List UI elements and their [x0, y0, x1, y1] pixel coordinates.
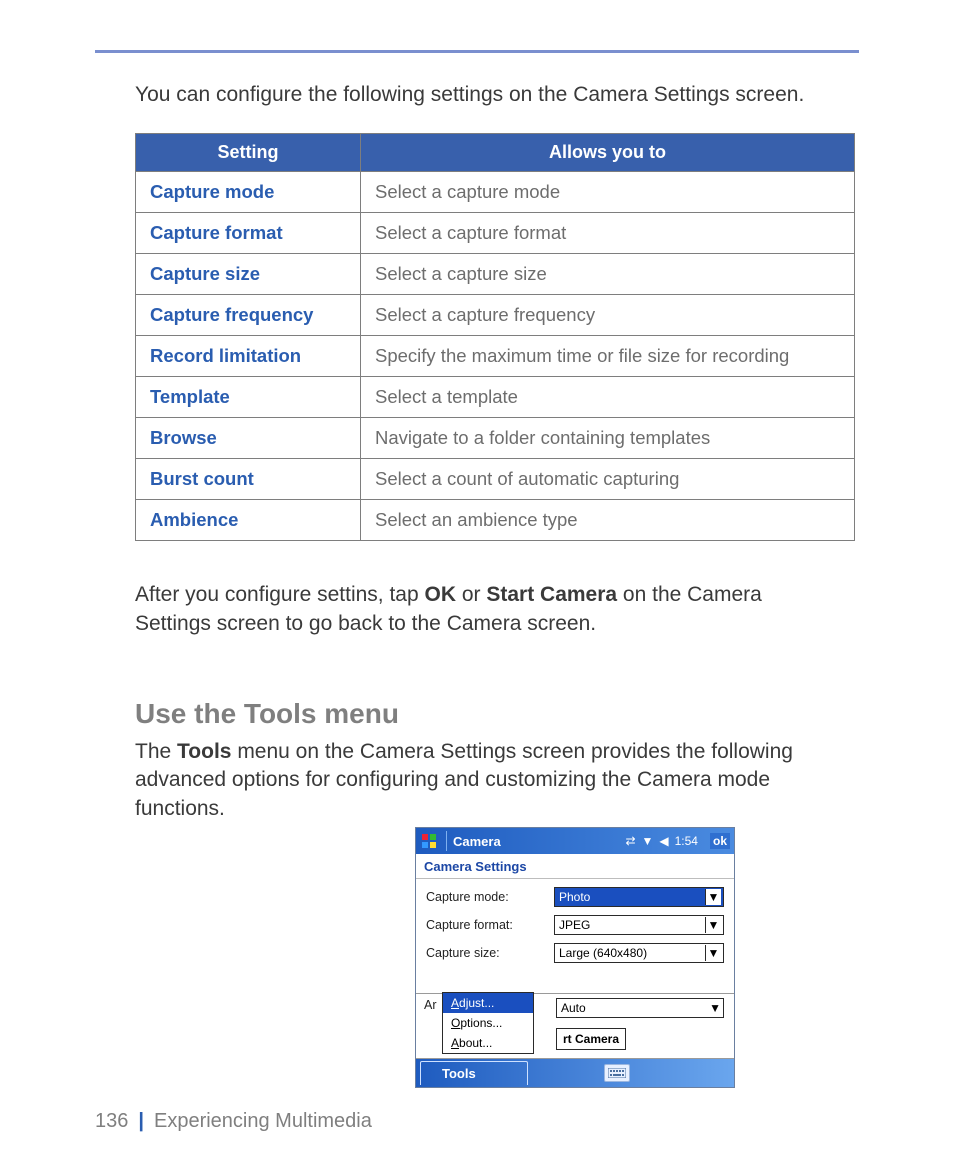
label-capture-size: Capture size:: [426, 946, 554, 960]
tools-menu[interactable]: Tools: [424, 1066, 494, 1081]
after-t2: or: [456, 583, 486, 606]
table-row: Capture modeSelect a capture mode: [136, 172, 855, 213]
value-capture-mode: Photo: [559, 890, 590, 904]
after-startcam: Start Camera: [486, 583, 617, 606]
section-heading: Use the Tools menu: [135, 698, 819, 730]
value-capture-format: JPEG: [559, 918, 590, 932]
table-row: BrowseNavigate to a folder containing te…: [136, 418, 855, 459]
sync-icon: ⇄: [625, 834, 635, 848]
tools-popup-menu: Adjust... Options... About...: [442, 992, 534, 1054]
combo-ambience[interactable]: Auto ▼: [556, 998, 724, 1018]
row-capture-size: Capture size: Large (640x480) ▼: [426, 943, 724, 963]
label-capture-mode: Capture mode:: [426, 890, 554, 904]
page-footer: 136 | Experiencing Multimedia: [95, 1110, 372, 1133]
setting-desc: Select a capture format: [361, 213, 855, 254]
tools-t2: menu on the Camera Settings screen provi…: [135, 740, 793, 820]
table-row: TemplateSelect a template: [136, 377, 855, 418]
ok-button[interactable]: ok: [710, 833, 730, 849]
setting-name: Capture format: [136, 213, 361, 254]
intro-paragraph: You can configure the following settings…: [135, 81, 819, 109]
titlebar-divider: [446, 831, 447, 851]
settings-table: Setting Allows you to Capture modeSelect…: [135, 133, 855, 541]
setting-name: Burst count: [136, 459, 361, 500]
combo-capture-size[interactable]: Large (640x480) ▼: [554, 943, 724, 963]
clock-text: 1:54: [675, 834, 698, 848]
value-capture-size: Large (640x480): [559, 946, 647, 960]
setting-desc: Select a template: [361, 377, 855, 418]
setting-desc: Select a capture frequency: [361, 295, 855, 336]
start-icon[interactable]: [420, 832, 438, 850]
after-t1: After you configure settins, tap: [135, 583, 425, 606]
value-ambience: Auto: [561, 1001, 586, 1015]
chevron-down-icon[interactable]: ▼: [705, 945, 721, 961]
setting-desc: Navigate to a folder containing template…: [361, 418, 855, 459]
combo-capture-format[interactable]: JPEG ▼: [554, 915, 724, 935]
tools-paragraph: The Tools menu on the Camera Settings sc…: [135, 738, 819, 823]
row-capture-format: Capture format: JPEG ▼: [426, 915, 724, 935]
label-capture-format: Capture format:: [426, 918, 554, 932]
row-capture-mode: Capture mode: Photo ▼: [426, 887, 724, 907]
subheader: Camera Settings: [416, 854, 734, 879]
device-screenshot: Camera ⇄ ▼ ◀ 1:54 ok Camera Settings Cap…: [415, 827, 735, 1088]
setting-name: Capture mode: [136, 172, 361, 213]
setting-desc: Select an ambience type: [361, 500, 855, 541]
table-row: Capture frequencySelect a capture freque…: [136, 295, 855, 336]
chevron-down-icon[interactable]: ▼: [705, 889, 721, 905]
signal-icon: ▼: [642, 834, 654, 848]
table-row: Burst countSelect a count of automatic c…: [136, 459, 855, 500]
menu-adjust[interactable]: Adjust...: [443, 993, 533, 1013]
chevron-down-icon[interactable]: ▼: [709, 1001, 721, 1015]
setting-name: Template: [136, 377, 361, 418]
table-row: Record limitationSpecify the maximum tim…: [136, 336, 855, 377]
setting-name: Ambience: [136, 500, 361, 541]
tools-t1: The: [135, 740, 177, 763]
setting-name: Record limitation: [136, 336, 361, 377]
menubar: Tools: [416, 1059, 734, 1087]
top-rule: [95, 50, 859, 53]
setting-desc: Specify the maximum time or file size fo…: [361, 336, 855, 377]
setting-desc: Select a capture size: [361, 254, 855, 295]
col-allows: Allows you to: [361, 134, 855, 172]
col-setting: Setting: [136, 134, 361, 172]
ambience-label-fragment: Ar: [424, 998, 442, 1012]
table-row: AmbienceSelect an ambience type: [136, 500, 855, 541]
speaker-icon: ◀: [659, 834, 668, 848]
chevron-down-icon[interactable]: ▼: [705, 917, 721, 933]
table-row: Capture sizeSelect a capture size: [136, 254, 855, 295]
setting-desc: Select a count of automatic capturing: [361, 459, 855, 500]
menu-options[interactable]: Options...: [443, 1013, 533, 1033]
start-camera-button-fragment[interactable]: rt Camera: [556, 1028, 626, 1050]
setting-name: Capture size: [136, 254, 361, 295]
setting-name: Browse: [136, 418, 361, 459]
footer-separator: |: [138, 1110, 144, 1133]
combo-capture-mode[interactable]: Photo ▼: [554, 887, 724, 907]
keyboard-icon[interactable]: [604, 1064, 630, 1082]
chapter-name: Experiencing Multimedia: [154, 1110, 372, 1133]
after-ok: OK: [425, 583, 457, 606]
after-paragraph: After you configure settins, tap OK or S…: [135, 581, 819, 638]
setting-desc: Select a capture mode: [361, 172, 855, 213]
page-number: 136: [95, 1110, 128, 1133]
menu-about[interactable]: About...: [443, 1033, 533, 1053]
lower-band: Ar Adjust... Options... About... Auto ▼ …: [416, 993, 734, 1059]
app-title: Camera: [451, 834, 625, 849]
status-icons: ⇄ ▼ ◀ 1:54 ok: [625, 833, 730, 849]
setting-name: Capture frequency: [136, 295, 361, 336]
table-row: Capture formatSelect a capture format: [136, 213, 855, 254]
tools-bold: Tools: [177, 740, 231, 763]
titlebar: Camera ⇄ ▼ ◀ 1:54 ok: [416, 828, 734, 854]
form-area: Capture mode: Photo ▼ Capture format: JP…: [416, 879, 734, 993]
